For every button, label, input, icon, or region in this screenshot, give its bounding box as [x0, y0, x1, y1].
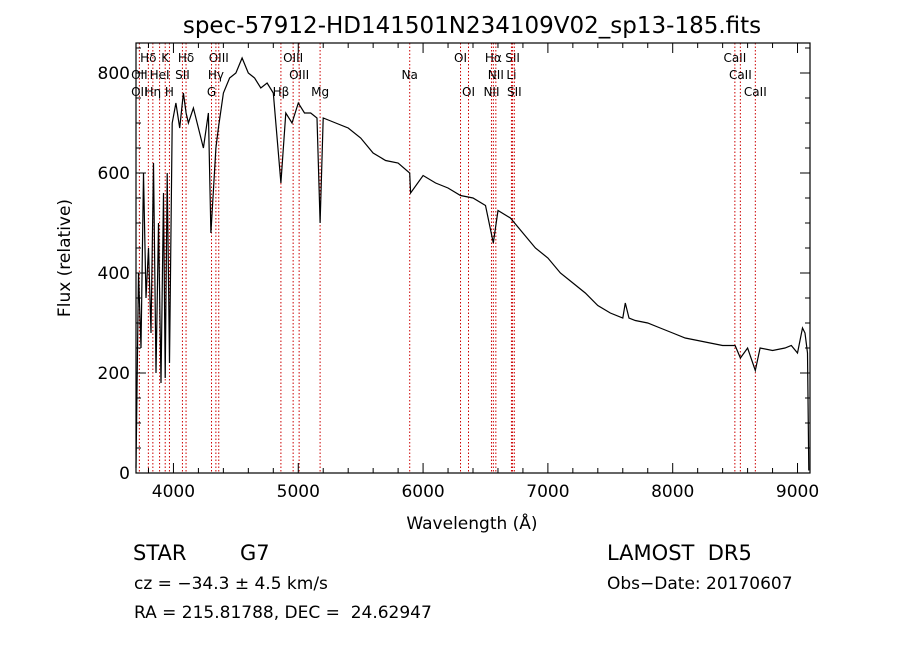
sky-coordinates: RA = 215.81788, DEC = 24.62947 — [134, 603, 432, 623]
x-tick-label: 8000 — [651, 482, 694, 502]
spectral-line-label: OIII — [289, 68, 309, 82]
x-tick-label: 6000 — [401, 482, 444, 502]
x-axis-ticks: 4000 5000 6000 7000 8000 9000 — [147, 43, 819, 502]
spectral-line-label: Hδ — [140, 51, 156, 65]
spectral-line-label: H — [165, 85, 174, 99]
y-tick-label: 400 — [98, 264, 130, 284]
y-axis-label: Flux (relative) — [55, 199, 75, 317]
spectral-line-label: Hα — [485, 51, 502, 65]
y-tick-label: 200 — [98, 364, 130, 384]
spectral-line-label: CaII — [729, 68, 752, 82]
y-tick-label: 600 — [98, 164, 130, 184]
x-tick-label: 4000 — [152, 482, 195, 502]
spectral-line-label: HeI — [150, 68, 170, 82]
spectral-line-label: NII — [488, 68, 504, 82]
spectral-line-label: OIII — [283, 51, 303, 65]
spectral-line-label: NII — [483, 85, 499, 99]
x-tick-label: 9000 — [776, 482, 819, 502]
object-subclass: G7 — [240, 541, 270, 565]
plot-frame — [135, 42, 811, 474]
observation-date: Obs−Date: 20170607 — [607, 574, 793, 594]
spectral-line-label: OI — [454, 51, 467, 65]
y-axis-ticks: 0 200 400 600 800 — [98, 47, 810, 484]
spectral-line-label: OII — [131, 68, 148, 82]
spectral-line-label: SII — [175, 68, 190, 82]
spectrum-line — [135, 56, 810, 471]
spectral-line-label: CaII — [744, 85, 767, 99]
spectral-line-label: Hγ — [208, 68, 224, 82]
y-tick-label: 800 — [98, 64, 130, 84]
spectral-line-label: Na — [402, 68, 418, 82]
survey-name: LAMOST DR5 — [607, 541, 752, 565]
x-tick-label: 5000 — [277, 482, 320, 502]
spectral-line-label: Hβ — [273, 85, 290, 99]
spectral-line-label: SII — [507, 85, 522, 99]
redshift-velocity: cz = −34.3 ± 4.5 km/s — [134, 574, 328, 594]
spectral-line-label: K — [161, 51, 170, 65]
spectral-line-label: Hη — [145, 85, 162, 99]
y-tick-label: 0 — [119, 464, 130, 484]
spectral-line-label: G — [207, 85, 216, 99]
chart-title: spec-57912-HD141501N234109V02_sp13-185.f… — [183, 13, 761, 39]
x-tick-label: 7000 — [526, 482, 569, 502]
spectral-line-label: OII — [131, 85, 148, 99]
spectral-line-label: SII — [505, 51, 520, 65]
spectral-line-label: Mg — [311, 85, 329, 99]
spectral-line-label: CaII — [723, 51, 746, 65]
spectral-line-label: OI — [462, 85, 475, 99]
x-axis-label: Wavelength (Å) — [406, 512, 537, 534]
spectral-line-label: OIII — [209, 51, 229, 65]
object-class: STAR — [133, 541, 187, 565]
spectral-line-label: Li — [506, 68, 516, 82]
spectral-line-label: Hδ — [178, 51, 194, 65]
